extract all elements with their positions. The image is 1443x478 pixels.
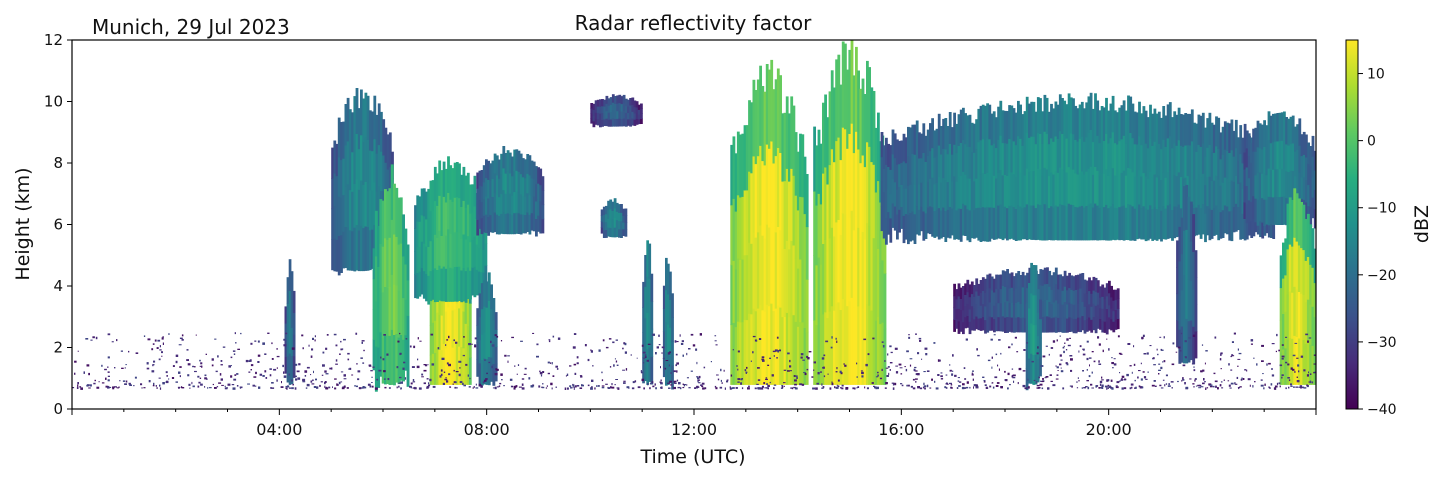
echo-feature-10 — [662, 257, 674, 390]
x-tick-label: 04:00 — [256, 420, 302, 439]
x-tick-label: 20:00 — [1086, 420, 1132, 439]
echo-feature-7 — [590, 94, 643, 128]
colorbar-tick-label: 10 — [1367, 67, 1385, 83]
heatmap-data — [72, 40, 1316, 392]
y-axis: 0 2 4 6 8 10 12 — [44, 31, 72, 418]
echo-feature-17 — [1243, 111, 1316, 229]
colorbar-tick-label: −20 — [1367, 268, 1397, 284]
echo-feature-9 — [642, 240, 654, 385]
echo-feature-8 — [600, 198, 628, 238]
y-tick-label: 4 — [53, 277, 63, 295]
colorbar-tick-label: −40 — [1367, 402, 1397, 418]
echo-feature-13 — [880, 92, 1276, 245]
y-tick-label: 8 — [53, 154, 63, 172]
colorbar-tick-label: −30 — [1367, 335, 1397, 351]
echo-feature-5 — [476, 146, 545, 237]
colorbar-tick-label: 0 — [1367, 134, 1376, 150]
echo-feature-12 — [813, 40, 887, 385]
echo-feature-18 — [1279, 188, 1316, 385]
echo-feature-19 — [72, 332, 1316, 390]
echo-feature-6 — [476, 272, 498, 387]
y-tick-label: 10 — [44, 93, 63, 111]
y-tick-label: 0 — [53, 400, 63, 418]
colorbar-label: dBZ — [1411, 205, 1433, 243]
x-axis: 04:00 08:00 12:00 16:00 20:00 — [71, 409, 1317, 439]
chart-title: Radar reflectivity factor — [575, 11, 812, 35]
y-tick-label: 2 — [53, 339, 63, 357]
x-tick-label: 08:00 — [464, 420, 510, 439]
y-tick-label: 6 — [53, 216, 63, 234]
chart-subtitle: Munich, 29 Jul 2023 — [92, 15, 290, 39]
y-tick-label: 12 — [44, 31, 63, 49]
colorbar — [1345, 39, 1359, 410]
colorbar-axis: 10 0 −10 −20 −30 −40 — [1358, 67, 1397, 418]
x-tick-label: 12:00 — [671, 420, 717, 439]
echo-feature-4 — [414, 156, 488, 305]
y-axis-label: Height (km) — [12, 167, 34, 280]
echo-feature-0 — [284, 259, 296, 385]
x-axis-label: Time (UTC) — [639, 446, 745, 468]
x-tick-label: 16:00 — [878, 420, 924, 439]
colorbar-tick-label: −10 — [1367, 201, 1397, 217]
echo-feature-16 — [1176, 184, 1198, 365]
echo-feature-11 — [730, 59, 809, 385]
echo-feature-2 — [372, 164, 410, 392]
